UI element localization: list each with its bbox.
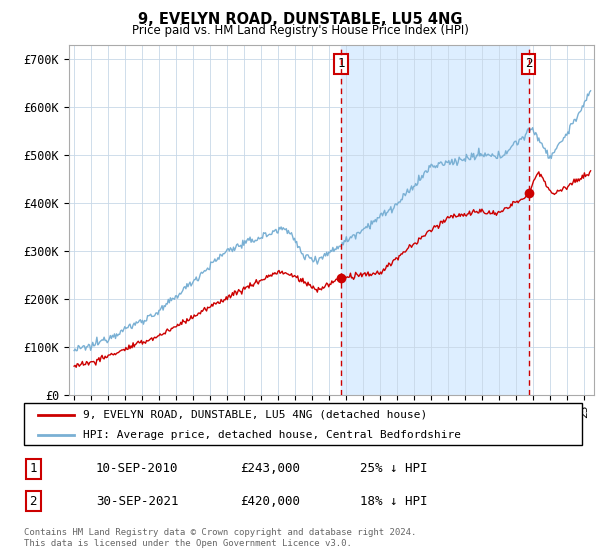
Text: 25% ↓ HPI: 25% ↓ HPI	[360, 463, 427, 475]
Bar	[341, 45, 529, 395]
Text: 1: 1	[337, 58, 344, 71]
Text: 30-SEP-2021: 30-SEP-2021	[96, 494, 179, 508]
Text: Contains HM Land Registry data © Crown copyright and database right 2024.
This d: Contains HM Land Registry data © Crown c…	[24, 528, 416, 548]
Text: £420,000: £420,000	[240, 494, 300, 508]
Text: Price paid vs. HM Land Registry's House Price Index (HPI): Price paid vs. HM Land Registry's House …	[131, 24, 469, 36]
Text: 2: 2	[29, 494, 37, 508]
Text: HPI: Average price, detached house, Central Bedfordshire: HPI: Average price, detached house, Cent…	[83, 430, 461, 440]
Text: 9, EVELYN ROAD, DUNSTABLE, LU5 4NG (detached house): 9, EVELYN ROAD, DUNSTABLE, LU5 4NG (deta…	[83, 410, 427, 420]
Text: 10-SEP-2010: 10-SEP-2010	[96, 463, 179, 475]
Text: £243,000: £243,000	[240, 463, 300, 475]
Text: 18% ↓ HPI: 18% ↓ HPI	[360, 494, 427, 508]
Text: 9, EVELYN ROAD, DUNSTABLE, LU5 4NG: 9, EVELYN ROAD, DUNSTABLE, LU5 4NG	[138, 12, 462, 27]
FancyBboxPatch shape	[24, 403, 582, 445]
Text: 2: 2	[525, 58, 532, 71]
Text: 1: 1	[29, 463, 37, 475]
